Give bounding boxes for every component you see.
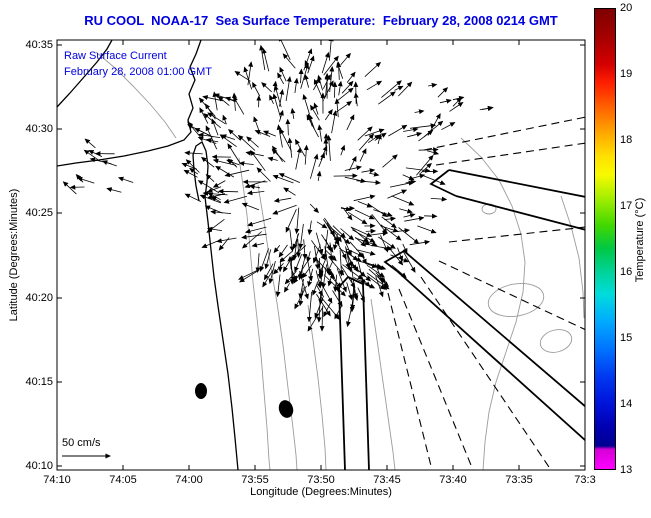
y-tick-label: 40:25 bbox=[25, 207, 53, 219]
y-tick-label: 40:15 bbox=[25, 376, 53, 388]
annotation-current-time: February 28, 2008 01:00 GMT bbox=[64, 66, 212, 78]
x-tick-label: 73:55 bbox=[241, 474, 269, 486]
colorbar-tick-label: 17 bbox=[620, 200, 633, 212]
station-dots bbox=[195, 383, 294, 418]
x-tick-label: 73:3 bbox=[574, 474, 596, 486]
plot-box bbox=[56, 39, 586, 471]
figure-title: RU COOL NOAA-17 Sea Surface Temperature:… bbox=[84, 13, 558, 28]
shipping-lanes bbox=[338, 169, 585, 470]
y-tick-label: 40:35 bbox=[25, 39, 53, 51]
traffic-lane-dashed-boundaries bbox=[387, 116, 585, 470]
bathymetry-contours bbox=[95, 51, 585, 470]
colorbar-tick-label: 18 bbox=[620, 134, 633, 146]
current-vectors bbox=[62, 40, 494, 332]
velocity-scale-label: 50 cm/s bbox=[62, 437, 101, 449]
colorbar-tick-label: 15 bbox=[620, 332, 633, 344]
coastline bbox=[57, 40, 239, 470]
x-tick-label: 73:50 bbox=[307, 474, 335, 486]
y-tick-label: 40:10 bbox=[25, 460, 53, 472]
colorbar bbox=[594, 8, 616, 470]
colorbar-tick-label: 13 bbox=[620, 464, 633, 476]
x-tick-label: 73:35 bbox=[505, 474, 533, 486]
colorbar-tick-label: 20 bbox=[620, 2, 633, 14]
x-tick-label: 73:45 bbox=[373, 474, 401, 486]
x-tick-label: 74:10 bbox=[43, 474, 71, 486]
map-content bbox=[57, 40, 585, 470]
x-tick-label: 73:40 bbox=[439, 474, 467, 486]
colorbar-label: Temperature (°C) bbox=[634, 197, 646, 283]
colorbar-tick-label: 14 bbox=[620, 398, 633, 410]
annotation-current-type: Raw Surface Current bbox=[64, 50, 167, 62]
x-tick-label: 74:05 bbox=[109, 474, 137, 486]
colorbar-tick-label: 19 bbox=[620, 68, 633, 80]
colorbar-tick-label: 16 bbox=[620, 266, 633, 278]
y-tick-label: 40:20 bbox=[25, 292, 53, 304]
x-axis-label: Longitude (Degrees:Minutes) bbox=[250, 486, 392, 498]
y-tick-label: 40:30 bbox=[25, 123, 53, 135]
x-tick-label: 74:00 bbox=[175, 474, 203, 486]
